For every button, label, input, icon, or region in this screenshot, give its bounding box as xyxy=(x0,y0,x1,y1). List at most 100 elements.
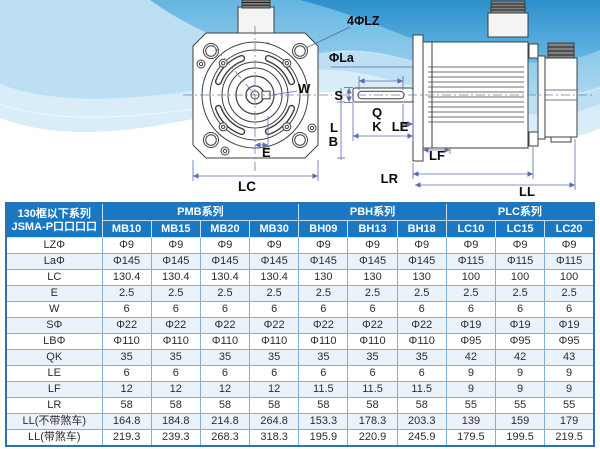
value-cell: 6 xyxy=(347,365,398,382)
table-row: LZΦ Φ9 Φ9 Φ9 Φ9 Φ9 Φ9 Φ9 Φ9 Φ9 Φ9 xyxy=(5,237,595,254)
label-bolt-holes: 4ΦLZ xyxy=(347,14,380,28)
value-cell: Φ110 xyxy=(150,333,201,350)
value-cell: 9 xyxy=(544,365,595,382)
model-header-cell: LC20 xyxy=(544,220,595,238)
value-cell: Φ22 xyxy=(101,317,152,334)
value-cell: Φ9 xyxy=(199,237,251,254)
corner-header-line1: 130框以下系列 xyxy=(17,207,91,220)
value-cell: 6 xyxy=(249,301,300,318)
value-cell: 58 xyxy=(150,397,201,414)
row-label-cell: LE xyxy=(5,365,103,382)
model-header-cell: BH13 xyxy=(347,220,398,238)
value-cell: 58 xyxy=(101,397,152,414)
value-cell: Φ9 xyxy=(544,237,595,254)
spec-table: 130框以下系列 JSMA-P口口口口 PMB系列 PBH系列 PLC系列 MB10 MB1… xyxy=(5,202,595,447)
value-cell: 214.8 xyxy=(199,413,251,430)
label-w: W xyxy=(298,81,311,96)
value-cell: 6 xyxy=(101,301,152,318)
label-b: B xyxy=(329,134,338,149)
model-header-cell: MB10 xyxy=(101,220,152,238)
value-cell: 164.8 xyxy=(101,413,152,430)
value-cell: 219.5 xyxy=(544,429,595,447)
spec-table-wrap: 130框以下系列 JSMA-P口口口口 PMB系列 PBH系列 PLC系列 MB10 MB1… xyxy=(5,202,595,447)
value-cell: Φ145 xyxy=(150,253,201,270)
label-le: LE xyxy=(392,119,409,134)
table-row: LR 58 58 58 58 58 58 58 55 55 55 xyxy=(5,397,595,414)
value-cell: Φ145 xyxy=(298,253,349,270)
model-header-cell: BH09 xyxy=(298,220,349,238)
value-cell: 159 xyxy=(494,413,546,430)
label-s: S xyxy=(334,88,343,103)
value-cell: 6 xyxy=(199,365,251,382)
value-cell: 268.3 xyxy=(199,429,251,447)
value-cell: 58 xyxy=(249,397,300,414)
value-cell: 9 xyxy=(445,365,497,382)
value-cell: 130 xyxy=(298,269,349,286)
value-cell: 130.4 xyxy=(150,269,201,286)
value-cell: Φ115 xyxy=(445,253,497,270)
value-cell: 2.5 xyxy=(396,285,447,302)
model-header-cell: LC10 xyxy=(445,220,497,238)
table-row: LF 12 12 12 12 11.5 11.5 11.5 9 9 9 xyxy=(5,381,595,398)
value-cell: Φ110 xyxy=(249,333,300,350)
value-cell: 318.3 xyxy=(249,429,300,447)
dimension-drawing: 4ΦLZ ΦLa W E LC S Q K LE L B LF LR LL xyxy=(183,0,592,199)
value-cell: Φ22 xyxy=(396,317,447,334)
table-row: LC 130.4 130.4 130.4 130.4 130 130 130 100 100 100 xyxy=(5,269,595,286)
value-cell: Φ22 xyxy=(199,317,251,334)
value-cell: Φ9 xyxy=(101,237,152,254)
model-header-cell: LC15 xyxy=(494,220,546,238)
value-cell: Φ95 xyxy=(494,333,546,350)
table-row: LL(不带煞车) 164.8 184.8 214.8 264.8 153.3 178.3 20… xyxy=(5,413,595,430)
value-cell: 184.8 xyxy=(150,413,201,430)
value-cell: Φ9 xyxy=(249,237,300,254)
row-label-cell: SΦ xyxy=(5,317,103,334)
value-cell: 6 xyxy=(347,301,398,318)
value-cell: Φ19 xyxy=(445,317,497,334)
row-label-cell: LL(不带煞车) xyxy=(5,413,103,430)
value-cell: 6 xyxy=(396,301,447,318)
value-cell: 35 xyxy=(347,349,398,366)
value-cell: 11.5 xyxy=(396,381,447,398)
value-cell: 6 xyxy=(249,365,300,382)
value-cell: Φ22 xyxy=(347,317,398,334)
value-cell: 12 xyxy=(249,381,300,398)
value-cell: Φ22 xyxy=(298,317,349,334)
value-cell: 9 xyxy=(494,365,546,382)
value-cell: 203.3 xyxy=(396,413,447,430)
value-cell: 12 xyxy=(101,381,152,398)
value-cell: Φ110 xyxy=(298,333,349,350)
value-cell: 58 xyxy=(396,397,447,414)
value-cell: 11.5 xyxy=(347,381,398,398)
value-cell: Φ9 xyxy=(150,237,201,254)
value-cell: Φ145 xyxy=(396,253,447,270)
value-cell: 130.4 xyxy=(199,269,251,286)
value-cell: Φ110 xyxy=(101,333,152,350)
table-row: LaΦ Φ145 Φ145 Φ145 Φ145 Φ145 Φ145 Φ145 Φ115 Φ115 Φ… xyxy=(5,253,595,270)
model-header-cell: MB15 xyxy=(150,220,201,238)
value-cell: Φ19 xyxy=(494,317,546,334)
value-cell: 220.9 xyxy=(347,429,398,447)
value-cell: Φ115 xyxy=(494,253,546,270)
row-label-cell: E xyxy=(5,285,103,302)
value-cell: Φ145 xyxy=(249,253,300,270)
value-cell: 58 xyxy=(347,397,398,414)
value-cell: 2.5 xyxy=(249,285,300,302)
value-cell: Φ19 xyxy=(544,317,595,334)
label-ll: LL xyxy=(519,184,535,199)
center-lines xyxy=(183,26,592,172)
row-label-cell: LBΦ xyxy=(5,333,103,350)
value-cell: 12 xyxy=(150,381,201,398)
value-cell: 130.4 xyxy=(101,269,152,286)
value-cell: 239.3 xyxy=(150,429,201,447)
value-cell: Φ9 xyxy=(445,237,497,254)
value-cell: Φ9 xyxy=(298,237,349,254)
value-cell: 2.5 xyxy=(150,285,201,302)
value-cell: 43 xyxy=(544,349,595,366)
label-lr: LR xyxy=(381,171,399,186)
value-cell: Φ110 xyxy=(347,333,398,350)
value-cell: 2.5 xyxy=(298,285,349,302)
row-label-cell: LF xyxy=(5,381,103,398)
label-lc: LC xyxy=(238,179,256,194)
value-cell: 55 xyxy=(494,397,546,414)
